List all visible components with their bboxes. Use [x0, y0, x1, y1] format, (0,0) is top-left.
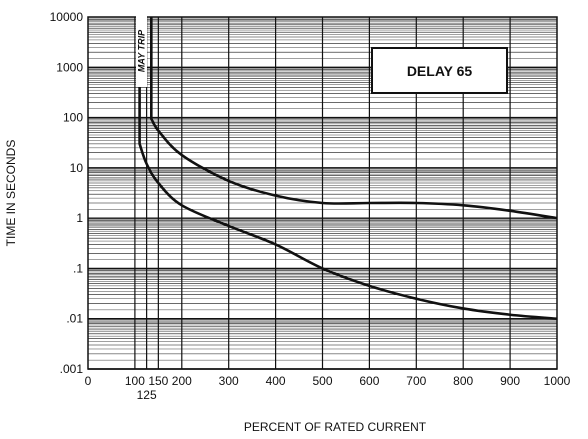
x-tick-label: 800 [453, 374, 473, 388]
x-tick-label: 1000 [544, 374, 571, 388]
y-tick-label: .01 [66, 312, 83, 326]
x-tick-label-125: 125 [137, 388, 157, 402]
x-tick-label: 600 [359, 374, 379, 388]
y-tick-label: 1000 [56, 60, 83, 74]
y-tick-label: .001 [60, 362, 84, 376]
x-tick-label: 200 [172, 374, 192, 388]
x-tick-label: 400 [266, 374, 286, 388]
delay-annotation: DELAY 65 [371, 47, 508, 94]
x-tick-label: 150 [148, 374, 168, 388]
x-tick-label: 0 [85, 374, 92, 388]
y-axis-title: TIME IN SECONDS [4, 140, 18, 247]
y-tick-label: 100 [63, 111, 83, 125]
x-tick-label: 700 [406, 374, 426, 388]
x-tick-label: 300 [219, 374, 239, 388]
y-tick-labels: 10000 1000 100 10 1 .1 .01 .001 [50, 10, 84, 376]
delay-label: DELAY 65 [407, 63, 473, 79]
plot-frame [87, 16, 558, 370]
may-trip-annotation: MAY TRIP [136, 15, 147, 87]
y-tick-label: 10000 [50, 10, 84, 24]
may-trip-label: MAY TRIP [137, 29, 147, 72]
y-tick-label: .1 [73, 261, 83, 275]
minimum-clearing-curve [138, 17, 558, 321]
y-tick-label: 1 [76, 211, 83, 225]
y-tick-label: 10 [70, 161, 84, 175]
x-tick-label: 900 [500, 374, 520, 388]
x-tick-label: 100 [125, 374, 145, 388]
curve-series [138, 17, 558, 321]
chart-grid [88, 17, 557, 370]
x-axis-title: PERCENT OF RATED CURRENT [244, 420, 427, 434]
maximum-clearing-curve [150, 17, 558, 220]
x-tick-label: 500 [312, 374, 332, 388]
